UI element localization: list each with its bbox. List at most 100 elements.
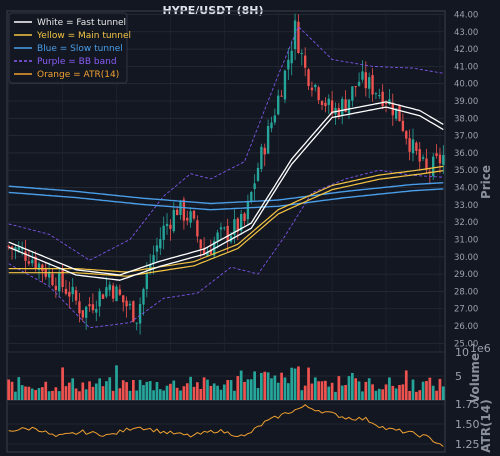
candle-body [317, 87, 320, 101]
volume-bar [57, 391, 61, 400]
volume-bar [327, 386, 331, 400]
volume-bar [374, 390, 378, 400]
candle-body [192, 210, 196, 219]
volume-bar [334, 391, 337, 400]
volume-bar [307, 367, 310, 400]
candle-body [314, 84, 317, 88]
volume-bar [344, 385, 347, 400]
candle-body [155, 245, 159, 252]
candle-body [253, 183, 256, 190]
candle-body [31, 260, 34, 264]
candle-body [243, 213, 246, 221]
candle-body [7, 245, 10, 247]
candle-body [122, 295, 125, 303]
candle-body [74, 290, 78, 301]
volume-bar [381, 389, 385, 400]
volume-bar [98, 378, 102, 400]
candle-body [425, 158, 428, 170]
volume-bar [206, 379, 209, 400]
legend-label: Yellow = Main tunnel [36, 31, 131, 41]
main-tunnel-lower [8, 170, 444, 277]
candle-body [196, 220, 199, 237]
volume-bar [297, 366, 300, 400]
volume-bar [17, 377, 21, 400]
price-axis-label: Price [479, 165, 493, 199]
volume-bar [115, 365, 118, 400]
volume-bar [128, 390, 132, 400]
candle-body [165, 223, 169, 227]
volume-bar [239, 370, 243, 400]
candle-body [438, 154, 442, 164]
candle-body [10, 246, 14, 250]
candle-body [88, 304, 91, 307]
volume-bar [384, 384, 388, 400]
candle-body [159, 239, 162, 249]
volume-bar [169, 383, 172, 400]
volume-bar [111, 390, 115, 400]
candle-body [297, 21, 300, 53]
volume-bar [286, 383, 290, 400]
candle-body [111, 285, 115, 299]
volume-bar [162, 390, 166, 400]
volume-bar [81, 382, 85, 400]
volume-bar [266, 372, 270, 400]
volume-bar [303, 385, 307, 400]
candle-body [310, 87, 314, 91]
price-tick-label: 32.00 [454, 218, 478, 228]
price-tick-label: 41.00 [454, 62, 478, 72]
candle-body [270, 122, 273, 129]
price-tick-label: 43.00 [454, 28, 478, 38]
candle-body [169, 224, 172, 229]
candle-body [118, 289, 122, 295]
candle-body [189, 211, 192, 223]
volume-bar [182, 386, 186, 400]
volume-bar [30, 388, 34, 400]
candle-body [435, 153, 438, 156]
volume-bar [125, 382, 128, 400]
candle-body [108, 284, 111, 291]
volume-bar [260, 372, 263, 400]
candle-body [388, 99, 391, 105]
volume-bar [20, 385, 24, 400]
volume-bar [185, 383, 189, 400]
candle-body [384, 103, 388, 105]
candle-body [135, 322, 138, 324]
candle-body [216, 232, 219, 241]
volume-bar [270, 378, 273, 400]
candle-body [398, 104, 401, 122]
candle-body [418, 149, 421, 162]
candle-body [246, 200, 250, 220]
volume-bar [347, 376, 351, 400]
volume-bar [317, 381, 321, 400]
candle-body [47, 271, 51, 278]
volume-bar [361, 391, 364, 400]
volume-bar [155, 382, 159, 400]
candle-body [290, 50, 293, 64]
slow-tunnel-upper [8, 182, 444, 205]
volume-bar [121, 380, 125, 400]
candle-body [263, 147, 266, 155]
volume-bar [196, 382, 199, 400]
candle-body [307, 69, 310, 86]
candle-body [344, 99, 347, 112]
candle-body [175, 209, 179, 216]
candle-body [54, 285, 58, 291]
volume-bar [54, 387, 58, 400]
volume-bar [233, 390, 236, 400]
volume-bar [411, 379, 415, 400]
candle-body [58, 272, 61, 292]
volume-bar [404, 370, 408, 400]
candle-body [320, 101, 324, 105]
volume-bar [377, 388, 381, 400]
price-tick-label: 38.00 [454, 114, 478, 124]
candle-body [132, 301, 135, 322]
candle-body [303, 55, 307, 68]
volume-bar [189, 376, 192, 400]
price-tick-label: 31.00 [454, 235, 478, 245]
legend-label: Orange = ATR(14) [37, 70, 119, 80]
volume-bar [401, 384, 405, 400]
atr-axis-label: ATR(14) [479, 399, 493, 452]
candle-body [95, 309, 98, 313]
